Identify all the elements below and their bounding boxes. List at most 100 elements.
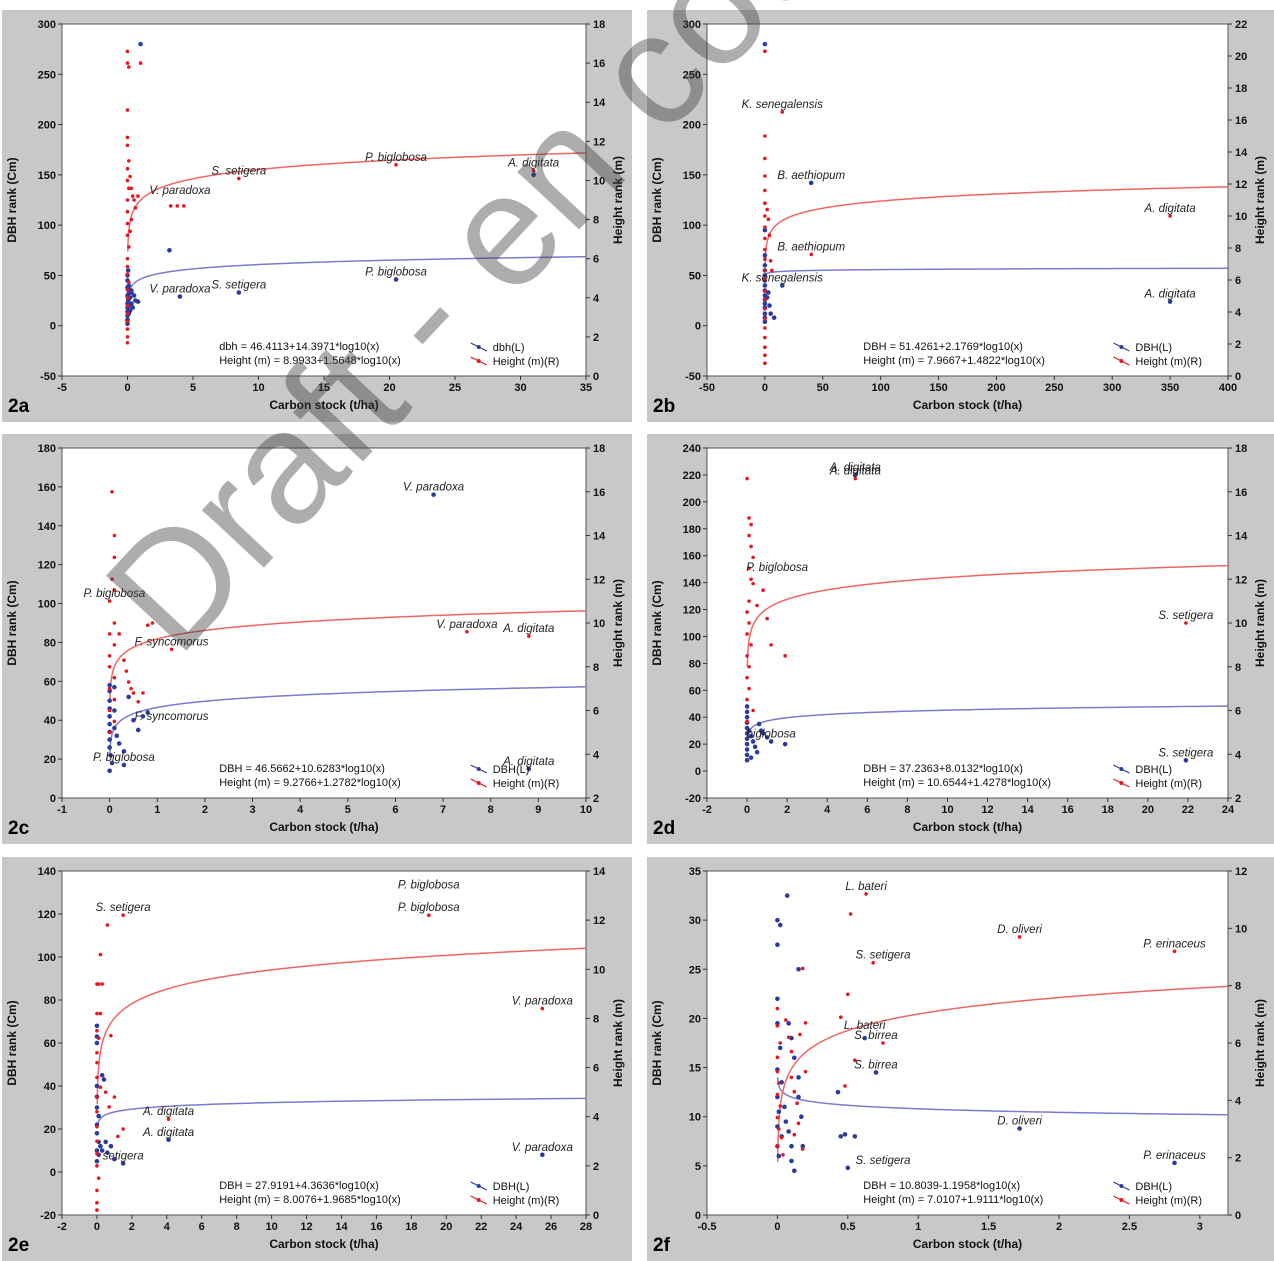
data-layer <box>125 41 586 345</box>
plot-area <box>61 870 587 1216</box>
species-annotation: setigera <box>103 1150 144 1162</box>
height-point <box>125 233 130 237</box>
species-annotation: V. paradoxa <box>436 619 497 631</box>
height-point <box>763 297 767 302</box>
chart-svg: -50 0 50 100 150 200 250 300 350 400-500501001502… <box>650 19 1267 412</box>
height-point <box>125 264 130 269</box>
height-point <box>765 616 769 621</box>
height-point <box>786 1035 791 1040</box>
height-point <box>769 643 773 647</box>
x-tick-label: 16 <box>1062 804 1074 816</box>
height-point <box>763 268 767 273</box>
y2-tick-label: 2 <box>593 332 599 344</box>
height-point <box>126 680 131 684</box>
height-point <box>838 1015 843 1019</box>
dbh-point <box>107 768 112 774</box>
y2-tick-label: 2 <box>1235 1153 1241 1165</box>
y2-tick-label: 18 <box>1235 83 1247 95</box>
species-annotation: B. aethiopum <box>777 170 845 182</box>
y2-axis-title: Height rank (m) <box>611 156 625 244</box>
dbh-point <box>762 263 768 268</box>
height-point <box>803 1021 808 1025</box>
dbh-point <box>842 1132 848 1137</box>
height-point <box>107 654 112 658</box>
dbh-point <box>786 1129 791 1134</box>
x-tick-label: 4 <box>824 804 831 816</box>
x-tick-label: 4 <box>164 1221 171 1233</box>
height-point <box>98 1011 103 1016</box>
height-point <box>125 178 130 183</box>
x-tick-label: 20 <box>1142 804 1154 816</box>
height-point <box>125 311 130 316</box>
y2-tick-label: 6 <box>593 1063 599 1075</box>
y2-tick-label: 16 <box>593 58 605 70</box>
x-tick-label: 25 <box>449 382 461 394</box>
x-tick-label: 2 <box>1056 1221 1062 1233</box>
height-point <box>792 1089 797 1094</box>
x-tick-label: -1 <box>57 804 67 816</box>
height-point <box>131 691 136 695</box>
y2-tick-label: 8 <box>1235 662 1241 674</box>
height-point <box>95 1164 99 1168</box>
legend-label: DBH(L) <box>1135 764 1172 776</box>
height-point <box>95 1110 99 1114</box>
dbh-point <box>838 1134 844 1139</box>
height-point <box>747 516 751 520</box>
dbh-point <box>129 288 134 293</box>
height-point <box>427 913 431 918</box>
height-point <box>768 259 773 263</box>
legend-label: Height (m)(R) <box>493 778 560 790</box>
height-point <box>881 1041 885 1045</box>
legend-label: Height (m)(R) <box>1135 778 1202 790</box>
height-point <box>112 719 117 724</box>
y2-tick-label: 22 <box>1235 19 1247 31</box>
y2-tick-label: 12 <box>593 574 605 586</box>
height-point <box>129 217 134 222</box>
x-tick-label: 15 <box>318 382 330 394</box>
x-axis-title: Carbon stock (t/ha) <box>913 1237 1022 1251</box>
species-annotation: D. oliveri <box>997 924 1042 936</box>
height-point <box>800 966 805 971</box>
y-tick-label: 100 <box>38 952 56 964</box>
height-point <box>745 610 749 614</box>
y2-tick-label: 2 <box>1235 339 1241 351</box>
legend-label: Height (m)(R) <box>1135 356 1202 368</box>
species-annotation: V. paradoxa <box>512 1142 573 1154</box>
height-point <box>96 982 101 986</box>
x-tick-label: 0 <box>762 382 768 394</box>
y-tick-label: 50 <box>44 270 56 282</box>
height-point <box>761 588 765 592</box>
height-point <box>107 599 112 603</box>
height-point <box>175 204 180 208</box>
x-tick-label: 6 <box>392 804 398 816</box>
height-point <box>136 699 141 704</box>
height-point <box>105 923 110 927</box>
y2-tick-label: 14 <box>593 866 606 878</box>
chart-panel-2f: -0.5 0 0.5 1 1.5 2 2.5 3 0 5 10 15 20 25 30 35 0 2 4 6 8 10 12… <box>647 857 1274 1261</box>
height-point <box>95 1208 99 1212</box>
x-tick-label: -5 <box>57 382 67 394</box>
species-annotation: S. setigera <box>856 950 911 962</box>
y2-tick-label: 12 <box>593 915 605 927</box>
x-tick-label: 10 <box>580 804 592 816</box>
height-point <box>107 632 112 636</box>
x-tick-label: 8 <box>488 804 494 816</box>
height-point <box>751 708 755 713</box>
y-tick-label: -50 <box>40 371 56 383</box>
y2-tick-label: 18 <box>593 19 605 31</box>
height-point <box>125 108 130 112</box>
y2-tick-label: 16 <box>593 487 605 499</box>
y-tick-label: 100 <box>38 599 56 611</box>
x-tick-label: 250 <box>1045 382 1063 394</box>
species-annotation: A. digitata <box>829 462 881 474</box>
height-point <box>540 1006 545 1011</box>
dbh-point <box>112 1156 117 1162</box>
height-point <box>749 577 753 582</box>
height-point <box>127 245 131 249</box>
height-point <box>853 1058 857 1062</box>
y2-tick-label: 12 <box>593 136 605 148</box>
height-point <box>132 198 136 202</box>
y-tick-label: 0 <box>695 321 701 333</box>
dbh-point <box>744 704 750 709</box>
height-point <box>763 225 767 229</box>
